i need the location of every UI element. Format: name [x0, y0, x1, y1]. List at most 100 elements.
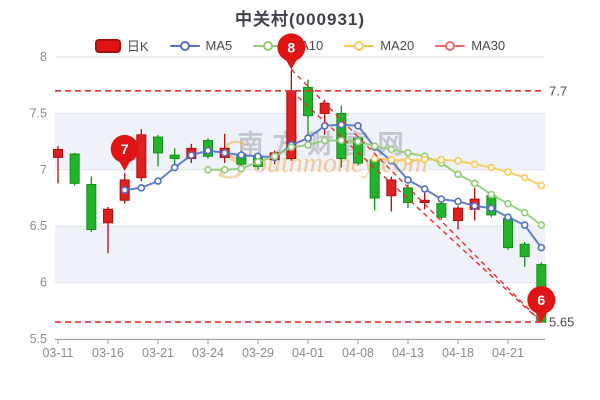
- candle-body: [219, 147, 230, 158]
- candle-body: [386, 179, 397, 197]
- candle-body: [436, 203, 447, 218]
- y-axis-label: 7.5: [30, 106, 47, 120]
- x-axis-label: 04-13: [392, 346, 424, 360]
- watermark-en: outhmoney.com: [253, 148, 428, 179]
- ma10-point: [270, 152, 279, 161]
- x-axis-label: 03-29: [242, 346, 274, 360]
- ma5-point: [187, 151, 196, 159]
- ma20-polyline: [374, 157, 542, 187]
- candle-body: [103, 208, 113, 224]
- x-axis: [55, 339, 545, 344]
- ma5-point: [387, 156, 396, 165]
- ma5-point: [504, 213, 512, 221]
- ma10-point: [537, 221, 546, 229]
- ma20-legend-marker: [344, 40, 375, 51]
- ma10-polyline: [208, 139, 542, 226]
- x-axis-label: 03-24: [192, 346, 224, 360]
- ma5-point: [237, 151, 246, 159]
- ma5-point: [354, 122, 362, 130]
- candle-body: [486, 195, 497, 216]
- plot-band: [55, 113, 545, 170]
- ma10-point: [304, 141, 312, 149]
- ma10-point: [487, 190, 496, 199]
- legend-item-daily-k[interactable]: 日K: [94, 36, 149, 55]
- x-axis-label: 03-16: [92, 346, 124, 360]
- legend-label: MA20: [380, 38, 415, 53]
- legend-label: MA30: [471, 38, 506, 53]
- ma5-point: [520, 221, 529, 229]
- ma10-point: [287, 143, 296, 152]
- ma10-point: [504, 199, 512, 208]
- balloon-tail: [117, 157, 133, 171]
- y-axis-label: 6.5: [30, 219, 47, 233]
- ma5-point: [204, 146, 212, 155]
- ma10-point: [470, 179, 479, 188]
- candle-body: [203, 139, 213, 157]
- ma5-point: [254, 152, 262, 161]
- ma5-point: [470, 202, 479, 210]
- chart-legend: 日K MA5 MA10 MA20 MA30: [0, 36, 600, 55]
- x-axis-label: 03-11: [42, 346, 73, 360]
- y-axis-label: 5.5: [30, 332, 47, 346]
- ma5-polyline: [124, 123, 543, 249]
- ma5-point: [287, 141, 296, 149]
- ref-line-label: 7.7: [549, 83, 567, 98]
- ma10-point: [220, 166, 229, 174]
- ma10-line: [204, 136, 546, 229]
- ma10-point: [370, 142, 379, 150]
- candle-body: [419, 199, 430, 204]
- legend-item-ma5[interactable]: MA5: [169, 38, 233, 53]
- legend-label: MA10: [289, 38, 324, 53]
- ma10-point: [204, 166, 212, 174]
- ma5-point: [137, 184, 146, 192]
- legend-label: 日K: [126, 39, 149, 54]
- candle-body: [336, 112, 347, 160]
- ref-line-label: 5.65: [549, 315, 574, 330]
- balloon-tail: [533, 309, 549, 323]
- candle-body: [186, 147, 197, 160]
- candle-body: [303, 86, 313, 117]
- candle-body: [403, 187, 413, 204]
- ma10-point: [454, 170, 462, 179]
- ma5-point: [120, 186, 129, 194]
- ma10-point: [520, 208, 529, 217]
- candle-body: [536, 264, 547, 323]
- legend-item-ma20[interactable]: MA20: [344, 38, 414, 53]
- gridlines: [55, 56, 545, 340]
- legend-item-ma10[interactable]: MA10: [253, 38, 323, 53]
- ma5-point: [420, 185, 429, 193]
- y-axis-label: 6: [40, 276, 47, 290]
- ma5-point: [537, 243, 546, 252]
- watermark-en-initial: S: [218, 129, 246, 191]
- ma5-point: [454, 197, 462, 206]
- ma5-point: [154, 177, 162, 185]
- ma5-point: [337, 120, 346, 129]
- trend-line: [290, 90, 542, 323]
- candle-body: [319, 102, 330, 114]
- x-axis-label: 04-01: [292, 346, 324, 360]
- candle-body: [286, 90, 297, 160]
- ma10-point: [254, 158, 262, 166]
- ma10-point: [420, 152, 429, 161]
- trend-line: [290, 68, 542, 323]
- ma5-point: [304, 134, 312, 143]
- candle-body: [136, 134, 147, 179]
- candle-body: [469, 198, 480, 210]
- marker-balloon: 6: [527, 286, 556, 323]
- ma5-point: [220, 149, 229, 157]
- ma20-point: [504, 168, 512, 176]
- watermark-cn: 南方财富网: [237, 129, 412, 159]
- legend-label: MA5: [205, 38, 233, 53]
- ma20-point: [537, 181, 546, 190]
- legend-item-ma30[interactable]: MA30: [435, 38, 505, 53]
- ma20-point: [520, 173, 529, 182]
- balloon-label: 7: [121, 141, 129, 157]
- ma5-point: [487, 204, 496, 212]
- candle-body: [236, 153, 247, 165]
- ma10-point: [337, 136, 346, 145]
- ma20-line: [370, 154, 546, 190]
- marker-balloon: 7: [110, 134, 139, 171]
- balloon-bubble: [527, 286, 556, 315]
